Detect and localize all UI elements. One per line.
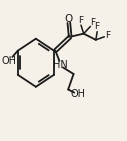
- Text: F: F: [78, 16, 83, 25]
- Text: OH: OH: [71, 89, 86, 99]
- Text: F: F: [105, 31, 110, 40]
- Text: F: F: [95, 22, 100, 31]
- Text: HN: HN: [53, 60, 68, 70]
- Text: F: F: [91, 17, 96, 27]
- Text: O: O: [65, 14, 73, 24]
- Text: OH: OH: [2, 56, 17, 66]
